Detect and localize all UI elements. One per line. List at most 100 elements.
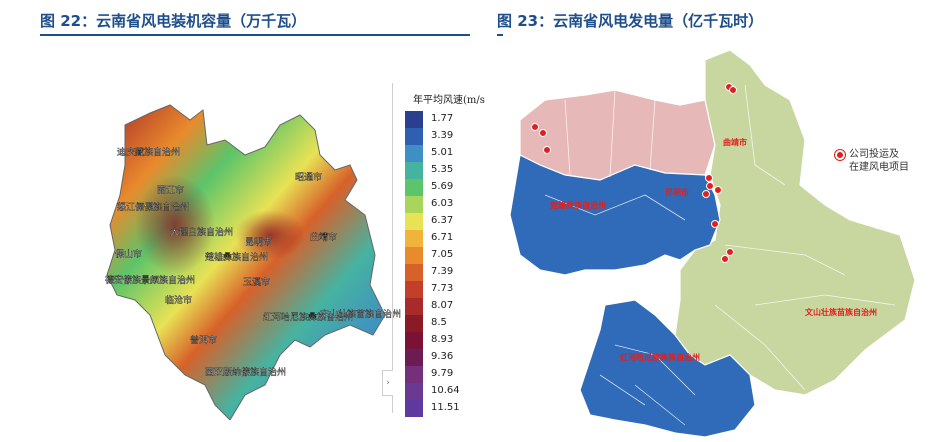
- label-chuxiong: 楚雄彝族自治州: [205, 251, 268, 263]
- label-yuxi: 玉溪市: [243, 276, 270, 288]
- legend-value: 5.35: [431, 164, 454, 175]
- project-marker[interactable]: [706, 182, 714, 190]
- legend-swatch: [405, 247, 423, 264]
- label-kunming: 昆明市: [245, 236, 272, 248]
- legend-swatch: [405, 213, 423, 230]
- marker-icon: [835, 149, 845, 160]
- legend-swatch: [405, 111, 423, 128]
- project-marker[interactable]: [543, 146, 551, 154]
- legend-row: 8.07: [405, 298, 483, 315]
- legend-swatch: [405, 332, 423, 349]
- legend-swatch: [405, 383, 423, 400]
- legend-swatch: [405, 349, 423, 366]
- legend-swatch: [405, 179, 423, 196]
- title-underline-right: [497, 34, 503, 36]
- label-diqing: 迪庆藏族自治州: [117, 146, 180, 158]
- project-marker[interactable]: [539, 129, 547, 137]
- legend-value: 10.64: [431, 385, 460, 396]
- label-chuxiong-red: 楚雄彝族自治州: [549, 200, 606, 210]
- legend-row: 5.35: [405, 162, 483, 179]
- label-dali: 大理白族自治州: [170, 226, 233, 238]
- label-dehong: 德宏傣族景颇族自治州: [105, 274, 195, 286]
- project-marker[interactable]: [726, 248, 734, 256]
- label-baoshan: 保山市: [115, 248, 142, 260]
- legend-swatch: [405, 230, 423, 247]
- region-blue-south: [579, 299, 756, 438]
- figure-23-title: 图 23：云南省风电发电量（亿千瓦时）: [497, 12, 764, 30]
- region-labels: 曲靖市 楚雄彝族自治州 昆明市 文山壮族苗族自治州 红河哈尼族彝族自治州: [549, 137, 877, 362]
- label-honghe: 红河哈尼族彝族自治州: [263, 311, 353, 323]
- legend-row: 9.36: [405, 349, 483, 366]
- legend-row: 10.64: [405, 383, 483, 400]
- map-labels: 迪庆藏族自治州 丽江市 怒江傈僳族自治州 大理白族自治州 楚雄彝族自治州 昆明市…: [105, 146, 401, 378]
- legend-value: 7.05: [431, 249, 454, 260]
- legend-row: 8.5: [405, 315, 483, 332]
- label-nujiang: 怒江傈僳族自治州: [117, 201, 189, 213]
- legend-value: 6.71: [431, 232, 454, 243]
- project-marker[interactable]: [531, 123, 539, 131]
- legend-swatch: [405, 145, 423, 162]
- project-marker[interactable]: [705, 174, 713, 182]
- legend-line1: 公司投运及: [849, 149, 899, 160]
- project-markers: [531, 83, 737, 263]
- project-marker[interactable]: [714, 186, 722, 194]
- label-qujing: 曲靖市: [310, 231, 337, 243]
- legend-value: 8.07: [431, 300, 454, 311]
- legend-row: 11.51: [405, 400, 483, 417]
- legend-value: 11.51: [431, 402, 460, 413]
- figure-22-title: 图 22：云南省风电装机容量（万千瓦）: [40, 12, 307, 30]
- label-zhaotong: 昭通市: [295, 171, 322, 183]
- legend-line2: 在建风电项目: [849, 162, 909, 173]
- legend-row: 6.03: [405, 196, 483, 213]
- label-honghe-red: 红河哈尼族彝族自治州: [620, 352, 700, 362]
- legend-row: 1.77: [405, 111, 483, 128]
- legend-value: 6.03: [431, 198, 454, 209]
- legend-value: 3.39: [431, 130, 454, 141]
- legend-swatch: [405, 298, 423, 315]
- label-lincang: 临沧市: [165, 294, 192, 306]
- county-borders: [544, 84, 896, 426]
- legend-row: 5.69: [405, 179, 483, 196]
- label-wenshan-red: 文山壮族苗族自治州: [805, 307, 877, 317]
- region-blue-north: [509, 154, 721, 276]
- legend-row: 6.37: [405, 213, 483, 230]
- legend-value: 1.77: [431, 113, 454, 124]
- legend-row: 7.05: [405, 247, 483, 264]
- legend-value: 9.79: [431, 368, 454, 379]
- project-marker[interactable]: [721, 255, 729, 263]
- legend-value: 8.5: [431, 317, 447, 328]
- legend-row: 8.93: [405, 332, 483, 349]
- label-qujing-red: 曲靖市: [723, 137, 747, 147]
- wind-speed-map: 迪庆藏族自治州 丽江市 怒江傈僳族自治州 大理白族自治州 楚雄彝族自治州 昆明市…: [105, 104, 401, 420]
- project-marker[interactable]: [711, 220, 719, 228]
- legend-swatch: [405, 264, 423, 281]
- legend-row: 9.79: [405, 366, 483, 383]
- region-green: [674, 49, 916, 396]
- label-lijiang: 丽江市: [157, 184, 184, 196]
- legend-value: 7.39: [431, 266, 454, 277]
- label-wenshan: 文山壮族苗族自治州: [320, 308, 401, 320]
- legend-swatch: [405, 196, 423, 213]
- title-underline-left: [40, 34, 470, 36]
- label-xishuangbanna: 西双版纳傣族自治州: [205, 366, 286, 378]
- project-marker[interactable]: [702, 190, 710, 198]
- legend-swatch: [405, 400, 423, 417]
- wind-project-map: 曲靖市 楚雄彝族自治州 昆明市 文山壮族苗族自治州 红河哈尼族彝族自治州: [509, 49, 916, 438]
- project-legend: 公司投运及 在建风电项目: [835, 148, 909, 174]
- legend-row: 7.73: [405, 281, 483, 298]
- legend-row: 7.39: [405, 264, 483, 281]
- legend-swatch: [405, 128, 423, 145]
- legend-value: 6.37: [431, 215, 454, 226]
- legend-row: 6.71: [405, 230, 483, 247]
- legend-swatch: [405, 162, 423, 179]
- legend-row: 3.39: [405, 128, 483, 145]
- project-marker[interactable]: [729, 86, 737, 94]
- legend-value: 7.73: [431, 283, 454, 294]
- wind-speed-legend: 年平均风速(m/s 1.77 3.39 5.01 5.35 5.69 6.03 6.37 6.…: [392, 83, 485, 417]
- legend-title: 年平均风速(m/s: [413, 95, 485, 106]
- label-kunming-red: 昆明市: [665, 187, 689, 197]
- legend-swatch: [405, 366, 423, 383]
- legend-row: 5.01: [405, 145, 483, 162]
- legend-expand-handle[interactable]: ›: [382, 370, 393, 396]
- legend-value: 5.01: [431, 147, 454, 158]
